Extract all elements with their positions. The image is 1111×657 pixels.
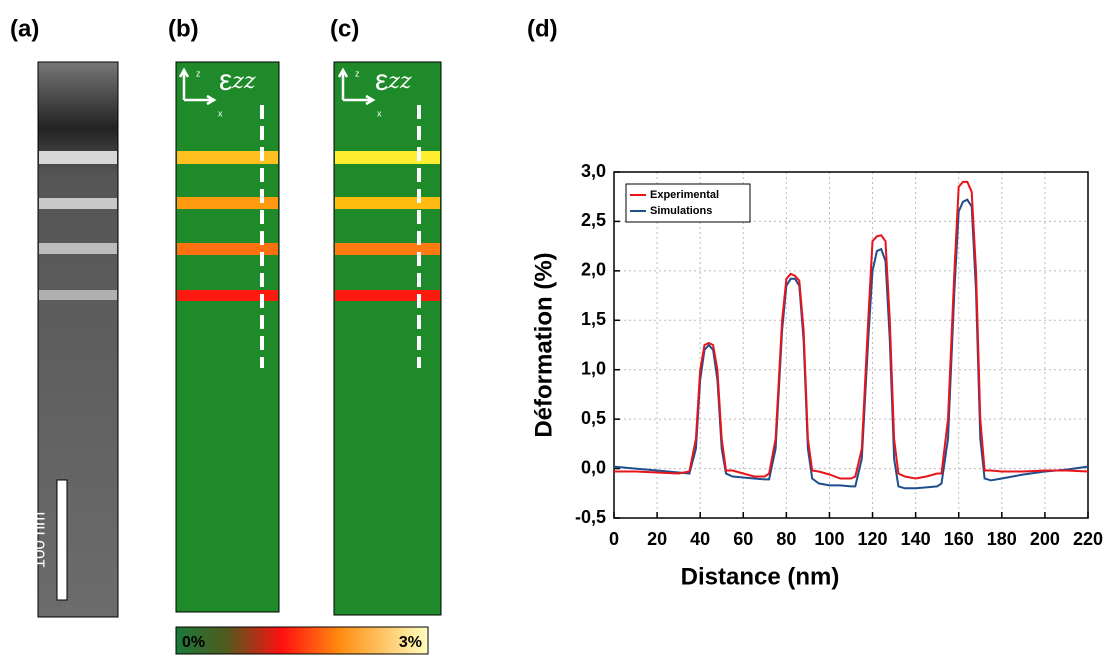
y-tick-label: 0,0 (581, 457, 606, 477)
y-tick-label: 1,0 (581, 358, 606, 378)
x-tick-label: 200 (1030, 529, 1060, 549)
strain-symbol: εzz (375, 64, 412, 97)
x-tick-label: 20 (647, 529, 667, 549)
panel-label: (b) (168, 15, 199, 42)
x-axis-label: Distance (nm) (681, 563, 840, 590)
axis-label: x (377, 108, 382, 118)
panel-label: (c) (330, 15, 359, 42)
x-tick-label: 0 (609, 529, 619, 549)
panel-label: (a) (10, 15, 39, 42)
plot-frame (613, 171, 1089, 519)
y-tick-label: 0,5 (581, 408, 606, 428)
y-axis-label: Déformation (%) (530, 252, 557, 437)
data-line (613, 198, 1089, 490)
x-tick-label: 40 (690, 529, 710, 549)
strain-map (333, 61, 442, 616)
colorbar (175, 626, 429, 655)
axis-label: x (218, 108, 223, 118)
colorbar-label: 3% (399, 634, 422, 651)
x-tick-label: 100 (814, 529, 844, 549)
axis-label: z (355, 68, 360, 78)
sem-image (37, 61, 119, 618)
strain-map (175, 61, 280, 613)
x-tick-label: 120 (858, 529, 888, 549)
y-tick-label: -0,5 (575, 507, 606, 527)
legend-box (625, 183, 751, 223)
x-tick-label: 80 (776, 529, 796, 549)
data-line (614, 180, 1089, 480)
x-tick-label: 140 (901, 529, 931, 549)
legend-label: Simulations (650, 205, 712, 217)
line-chart: 0 20 40 60 80 100 120 140 160 180 200 220 -0,5 0,0 0,5… (575, 161, 1103, 549)
y-tick-label: 1,5 (581, 309, 606, 329)
axis-label: z (196, 68, 201, 78)
x-tick-label: 220 (1073, 529, 1103, 549)
x-tick-label: 60 (733, 529, 753, 549)
strain-symbol: εzz (219, 64, 256, 97)
x-tick-label: 160 (944, 529, 974, 549)
y-tick-label: 3,0 (581, 161, 606, 181)
legend-label: Experimental (650, 189, 719, 201)
y-tick-label: 2,5 (581, 210, 606, 230)
scale-bar-label: 100 nm (29, 512, 48, 569)
x-tick-label: 180 (987, 529, 1017, 549)
y-tick-label: 2,0 (581, 260, 606, 280)
colorbar-label: 0% (182, 634, 205, 651)
panel-label: (d) (527, 15, 558, 42)
